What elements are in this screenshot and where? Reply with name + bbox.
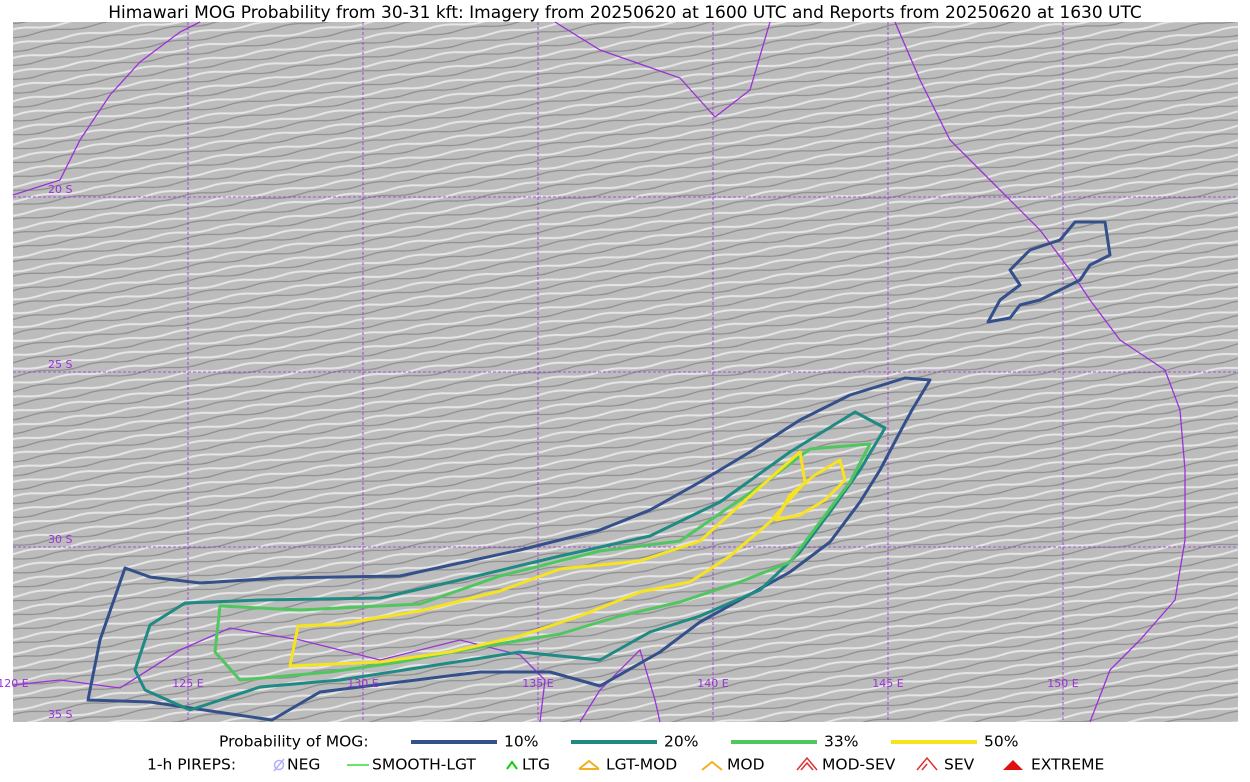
longitude-label: 135 E [522,677,553,690]
legend-label: NEG [287,756,320,774]
pirep-symbol [273,758,285,772]
latitude-label: 25 S [48,358,72,371]
latitude-label: 35 S [48,708,72,721]
longitude-label: 120 E [0,677,29,690]
legend-title: Probability of MOG: [219,733,369,751]
latitude-label: 20 S [48,183,72,196]
longitude-label: 145 E [872,677,903,690]
legend-label: MOD-SEV [822,756,896,774]
labels: 120 E 125 E 130 E 135 E 140 E 145 E 150 E 20 S 2… [0,183,1079,721]
latitude-label: 30 S [48,533,72,546]
probability-contours [86,220,1112,722]
pirep-symbol [701,760,723,771]
contour [774,458,847,522]
pirep-symbol [578,759,600,770]
pirep-symbol [796,756,818,771]
pirep-symbol [506,760,518,770]
longitude-label: 130 E [347,677,378,690]
legend-label: 10% [504,733,538,751]
coastlines [12,21,1186,723]
pirep-symbol [916,756,938,771]
legend-label: LTG [522,756,550,774]
longitude-label: 140 E [697,677,728,690]
contour [986,220,1112,324]
legend-label: SEV [944,756,975,774]
longitude-label: 125 E [172,677,203,690]
pirep-symbol [1003,760,1023,770]
legend-label: SMOOTH-LGT [372,756,476,774]
legend-label: 50% [984,733,1018,751]
contour [288,450,807,668]
longitude-label: 150 E [1047,677,1078,690]
legend-label: EXTREME [1031,756,1104,774]
legend-label: MOD [727,756,765,774]
legend-title: 1-h PIREPS: [147,756,236,774]
legend-label: 33% [824,733,858,751]
contour [86,376,932,722]
legend-label: 20% [664,733,698,751]
legend-label: LGT-MOD [606,756,677,774]
title: Himawari MOG Probability from 30-31 kft:… [108,3,1142,23]
